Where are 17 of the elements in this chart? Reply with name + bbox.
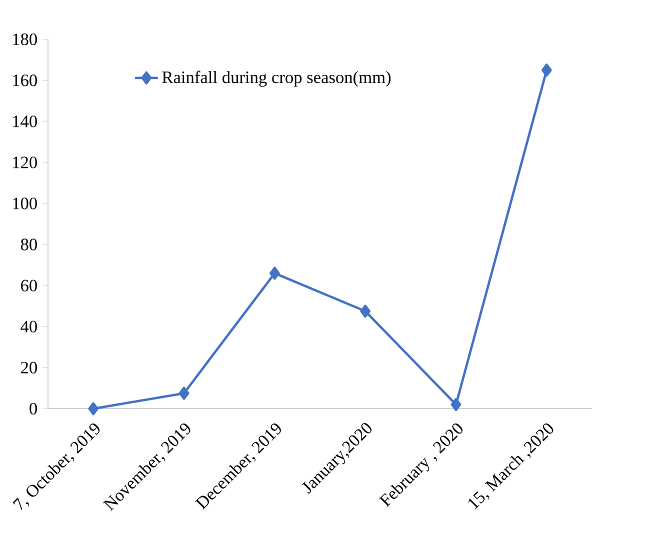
y-tick-label: 160 — [13, 74, 37, 86]
y-tick-label: 140 — [13, 116, 37, 128]
y-tick-label: 40 — [20, 320, 37, 332]
y-tick-label: 120 — [13, 156, 37, 168]
legend-label: Rainfall during crop season(mm) — [162, 70, 391, 87]
point — [541, 64, 552, 77]
y-tick-label: 20 — [21, 362, 37, 374]
y-tick-label: 100 — [13, 198, 37, 210]
point — [269, 266, 280, 280]
y-tick-label: 60 — [21, 280, 37, 292]
point — [88, 402, 99, 416]
y-tick-label: 0 — [30, 402, 37, 415]
point — [450, 398, 462, 412]
y-tick-label: 180 — [13, 33, 37, 46]
y-tick-label: 80 — [20, 238, 37, 250]
point — [178, 386, 190, 400]
point — [360, 304, 371, 318]
